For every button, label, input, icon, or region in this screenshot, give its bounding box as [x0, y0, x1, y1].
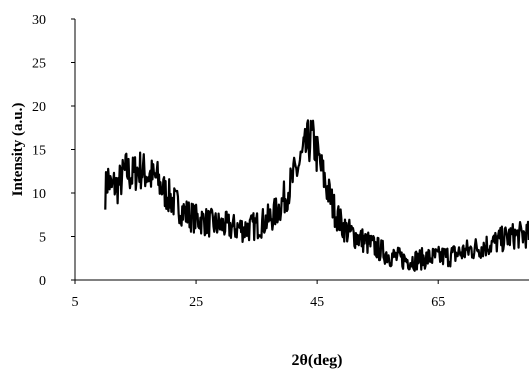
x-tick-label: 25	[189, 295, 203, 310]
y-tick-label: 20	[32, 100, 46, 115]
x-tick-labels: 5 25 45 65	[72, 295, 446, 310]
series-line	[104, 119, 529, 272]
x-tick-label: 5	[72, 295, 79, 310]
y-tick-labels: 0 5 10 15 20 25 30	[32, 13, 46, 289]
y-tick-label: 25	[32, 57, 46, 72]
x-tick-marks	[74, 280, 439, 284]
y-tick-label: 15	[32, 144, 46, 159]
y-tick-label: 10	[32, 187, 46, 202]
x-axis-label: 2θ(deg)	[291, 352, 342, 369]
y-tick-label: 5	[39, 231, 46, 246]
x-tick-label: 65	[431, 295, 445, 310]
y-tick-label: 0	[39, 274, 46, 289]
y-tick-marks	[71, 18, 75, 281]
y-tick-label: 30	[32, 13, 46, 28]
y-axis-label: Intensity (a.u.)	[10, 103, 26, 197]
x-tick-label: 45	[310, 295, 324, 310]
